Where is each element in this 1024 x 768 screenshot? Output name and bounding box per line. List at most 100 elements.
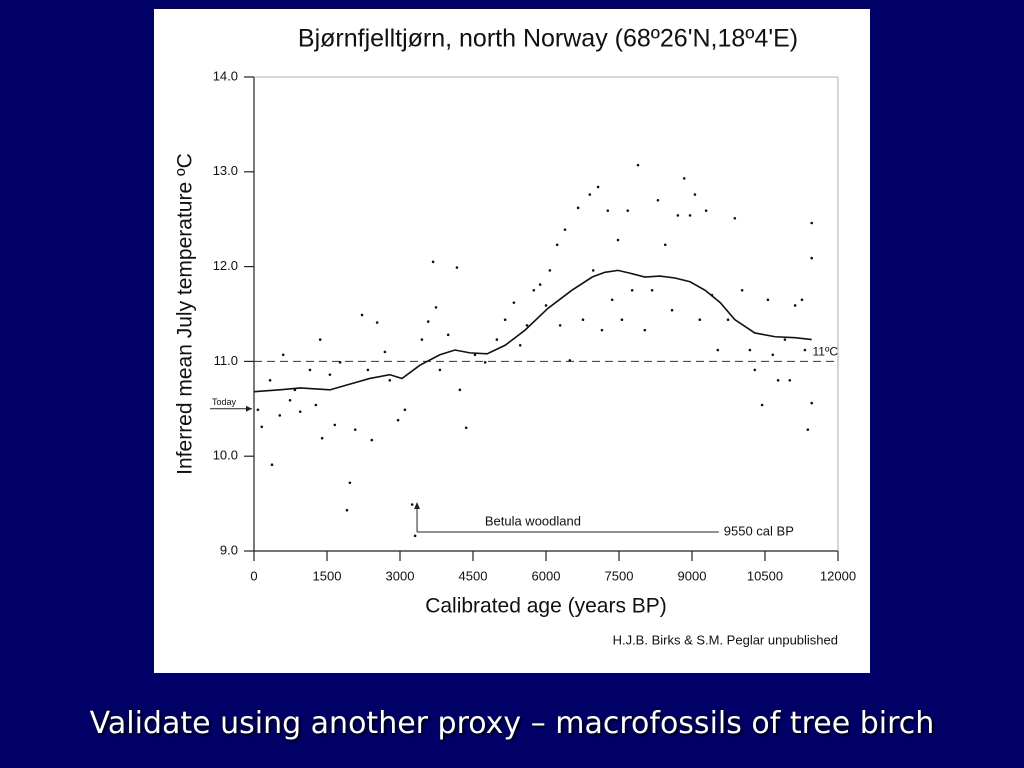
point bbox=[682, 177, 686, 180]
point bbox=[803, 348, 807, 352]
point bbox=[748, 348, 752, 352]
point bbox=[810, 256, 814, 260]
point bbox=[643, 328, 647, 332]
point bbox=[403, 408, 407, 412]
y-tick-label: 11.0 bbox=[214, 353, 238, 368]
point bbox=[268, 379, 272, 382]
point bbox=[676, 214, 680, 217]
point bbox=[776, 379, 780, 382]
point bbox=[458, 388, 462, 392]
point bbox=[688, 214, 692, 217]
x-tick-label: 3000 bbox=[386, 568, 415, 583]
point bbox=[588, 193, 592, 196]
today-arrowhead bbox=[246, 405, 252, 412]
betula-end-label: 9550 cal BP bbox=[724, 523, 794, 538]
point bbox=[558, 324, 562, 327]
point bbox=[740, 289, 744, 292]
point bbox=[338, 361, 342, 364]
point bbox=[278, 414, 282, 417]
point bbox=[620, 318, 624, 321]
point bbox=[563, 228, 567, 231]
point bbox=[434, 306, 438, 309]
x-tick-label: 12000 bbox=[820, 568, 856, 583]
point bbox=[370, 438, 374, 442]
point bbox=[298, 410, 302, 413]
point bbox=[410, 503, 414, 506]
point bbox=[810, 401, 814, 405]
point bbox=[281, 353, 285, 357]
smooth-curve bbox=[253, 269, 812, 393]
y-tick-label: 12.0 bbox=[213, 258, 238, 273]
point bbox=[793, 304, 797, 307]
x-tick-label: 4500 bbox=[459, 568, 488, 583]
today-label: Today bbox=[212, 397, 237, 407]
point bbox=[328, 373, 332, 376]
point bbox=[656, 198, 660, 202]
point bbox=[733, 216, 737, 220]
point bbox=[810, 221, 814, 225]
y-tick-label: 14.0 bbox=[213, 68, 238, 83]
point bbox=[670, 308, 674, 312]
y-tick-label: 13.0 bbox=[213, 163, 238, 178]
source: H.J.B. Birks & S.M. Peglar unpublished bbox=[613, 632, 838, 647]
point bbox=[288, 398, 292, 402]
point bbox=[270, 463, 274, 467]
x-axis-label: Calibrated age (years BP) bbox=[425, 595, 667, 618]
point bbox=[525, 324, 529, 327]
point bbox=[616, 238, 620, 242]
point bbox=[600, 328, 604, 332]
chart-title: Bjørnfjelltjørn, north Norway (68º26'N,1… bbox=[298, 25, 798, 53]
point bbox=[548, 269, 552, 272]
point bbox=[388, 379, 392, 382]
point bbox=[512, 301, 516, 304]
point bbox=[555, 243, 559, 247]
point bbox=[783, 338, 787, 341]
point bbox=[788, 379, 792, 382]
point bbox=[596, 185, 600, 189]
point bbox=[568, 359, 572, 362]
point bbox=[606, 209, 610, 212]
point bbox=[483, 361, 487, 364]
point bbox=[446, 333, 450, 337]
point bbox=[800, 298, 804, 302]
betula-arrowhead bbox=[414, 502, 421, 510]
point bbox=[663, 243, 667, 247]
y-tick-label: 9.0 bbox=[220, 542, 238, 557]
x-tick-label: 9000 bbox=[678, 568, 707, 583]
reference-label: 11ºC bbox=[812, 345, 838, 359]
caption: Validate using another proxy – macrofoss… bbox=[89, 706, 935, 741]
point bbox=[375, 321, 379, 324]
point bbox=[591, 269, 595, 272]
point bbox=[256, 408, 260, 412]
x-tick-label: 1500 bbox=[313, 568, 342, 583]
point bbox=[503, 318, 507, 321]
point bbox=[630, 289, 634, 292]
point bbox=[383, 350, 387, 354]
y-tick-label: 10.0 bbox=[213, 448, 238, 463]
point bbox=[396, 418, 400, 422]
x-tick-label: 7500 bbox=[605, 568, 634, 583]
point bbox=[345, 508, 349, 512]
point bbox=[610, 298, 614, 302]
point bbox=[426, 320, 430, 323]
point bbox=[353, 428, 357, 431]
point bbox=[260, 425, 264, 429]
point bbox=[320, 436, 324, 440]
point bbox=[760, 403, 764, 407]
point bbox=[693, 193, 697, 196]
point bbox=[581, 318, 585, 321]
point bbox=[766, 298, 770, 302]
x-tick-label: 10500 bbox=[747, 568, 783, 583]
point bbox=[413, 534, 417, 538]
point bbox=[626, 209, 630, 212]
point bbox=[806, 428, 810, 431]
point bbox=[420, 338, 424, 341]
point bbox=[348, 481, 352, 485]
point bbox=[636, 163, 640, 167]
x-tick-label: 6000 bbox=[532, 568, 561, 583]
point bbox=[518, 343, 522, 347]
chart: Bjørnfjelltjørn, north Norway (68º26'N,1… bbox=[154, 9, 870, 673]
point bbox=[576, 206, 580, 210]
point bbox=[438, 368, 442, 372]
